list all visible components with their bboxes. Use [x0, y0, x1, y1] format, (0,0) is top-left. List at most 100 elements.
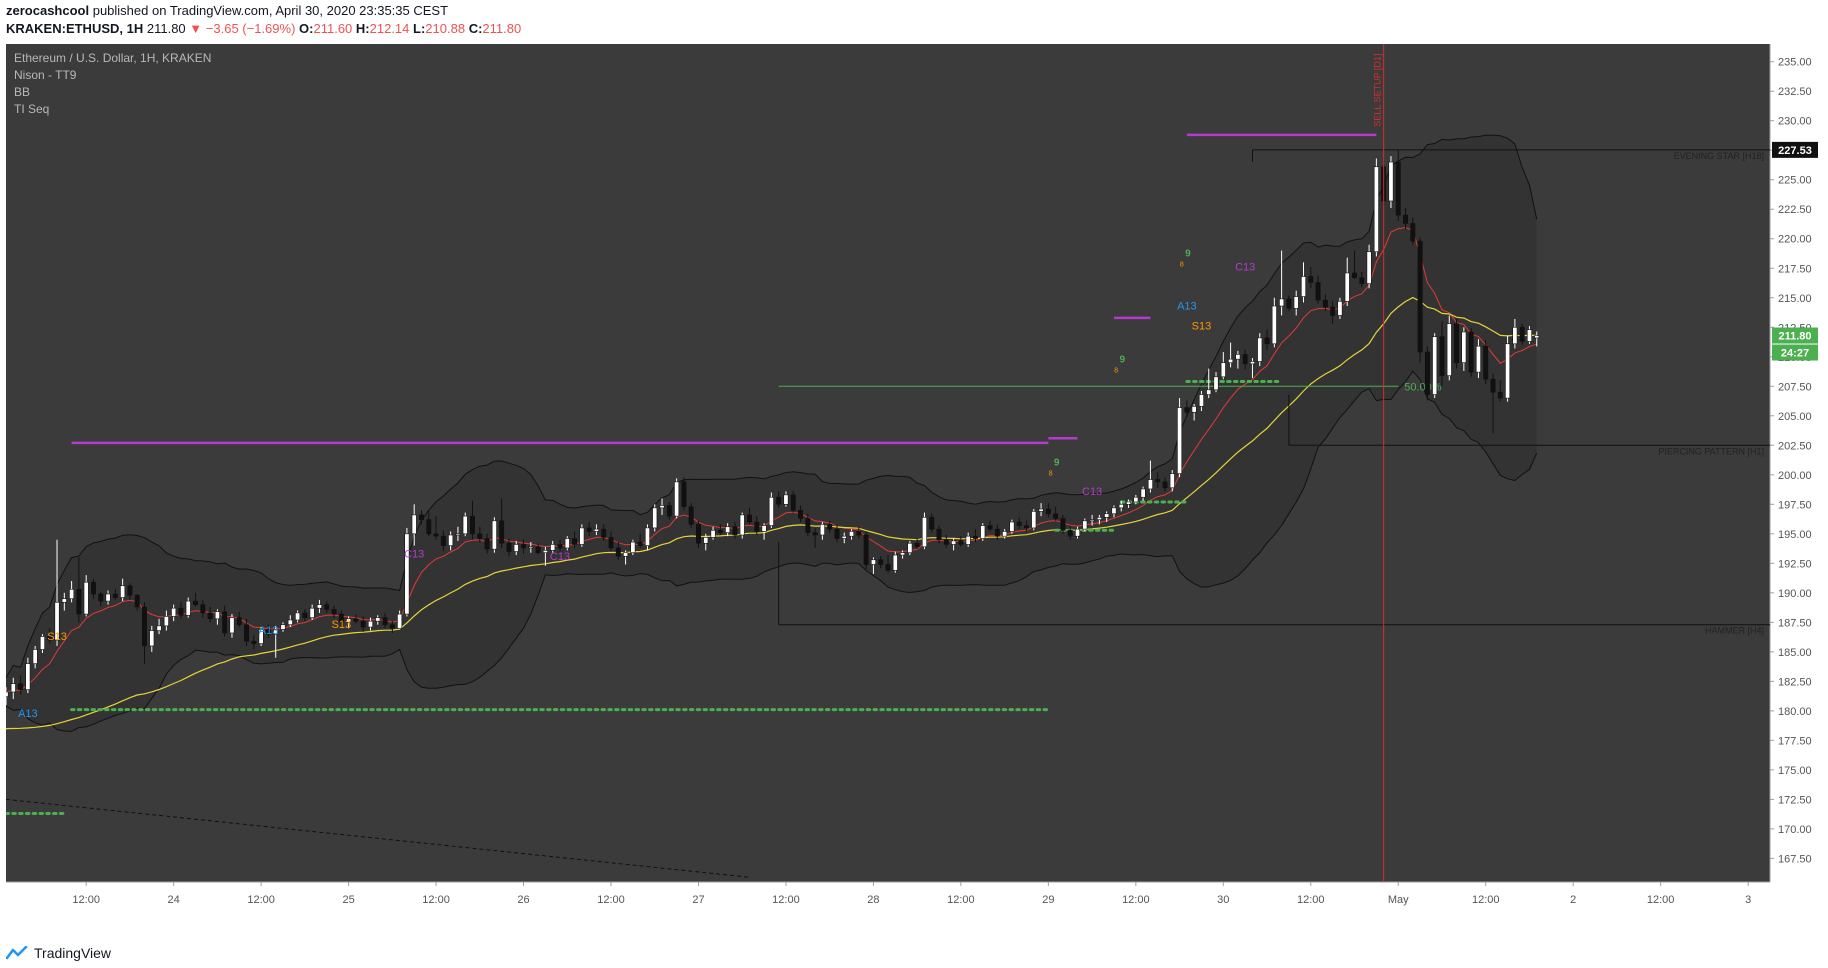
candle-body: [18, 683, 24, 690]
candle-body: [1184, 407, 1190, 413]
candle-body: [550, 544, 556, 551]
candle-body: [1016, 521, 1022, 526]
candle-body: [127, 585, 133, 596]
candle-body: [652, 507, 658, 529]
candle-body: [674, 481, 680, 517]
author-name[interactable]: zerocashcool: [6, 3, 90, 18]
candle-body: [112, 593, 118, 598]
x-tick-label: 12:00: [597, 894, 625, 906]
candle-body: [892, 554, 898, 571]
candle-body: [666, 505, 672, 517]
candle-body: [695, 524, 701, 544]
candle-body: [1446, 323, 1452, 376]
candle-body: [389, 624, 395, 629]
candle-body: [331, 609, 337, 615]
ema-slow-line: [5, 296, 1537, 730]
candle-body: [783, 494, 789, 505]
candle-body: [3, 691, 9, 697]
candle-body: [994, 528, 1000, 537]
candle-body: [681, 481, 687, 507]
candle-body: [462, 515, 468, 535]
y-tick-label: 190.00: [1778, 588, 1812, 600]
candle-body: [382, 617, 388, 625]
candle-body: [1395, 161, 1401, 216]
x-tick-label: 3: [1745, 894, 1751, 906]
candle-body: [1147, 479, 1153, 490]
candle-body: [812, 532, 818, 536]
y-tick-label: 167.50: [1778, 853, 1812, 865]
candle-body: [732, 526, 738, 536]
x-tick-label: 25: [342, 894, 354, 906]
candle-body: [1483, 345, 1489, 380]
candle-body: [338, 613, 344, 623]
candle-body: [1330, 306, 1336, 316]
seq-label: S13: [1192, 321, 1212, 333]
candle-body: [1344, 272, 1350, 302]
candle-body: [375, 617, 381, 622]
candle-body: [470, 515, 475, 535]
setup-eight-label: 8: [1180, 261, 1184, 268]
candle-body: [1045, 508, 1051, 515]
candle-body: [222, 611, 228, 634]
countdown-tag: [1772, 344, 1818, 361]
candle-body: [134, 594, 140, 608]
candle-body: [798, 509, 804, 519]
candle-body: [564, 538, 570, 549]
candle-body: [309, 607, 315, 618]
candle-body: [1417, 240, 1423, 353]
candle-body: [1133, 496, 1139, 503]
candle-body: [360, 620, 366, 628]
candle-body: [1403, 214, 1409, 224]
candle-body: [717, 529, 723, 533]
y-tick-label: 230.00: [1778, 116, 1812, 128]
setup-nine-label: 9: [1119, 355, 1125, 366]
candle-body: [1512, 326, 1518, 345]
candle-body: [404, 533, 410, 615]
candle-body: [178, 607, 184, 616]
candle-body: [659, 505, 665, 509]
candle-body: [1454, 323, 1460, 363]
candle-body: [593, 528, 599, 532]
seq-label: A13: [18, 708, 38, 720]
y-tick-label: 202.50: [1778, 440, 1812, 452]
footer-brand[interactable]: TradingView: [6, 942, 111, 964]
candle-body: [1410, 223, 1416, 242]
last-price-tag-label: 211.80: [1778, 331, 1811, 343]
candle-body: [1519, 326, 1525, 342]
price-chart[interactable]: Ethereum / U.S. Dollar, 1H, KRAKEN Nison …: [3, 44, 1822, 934]
brand-name: TradingView: [34, 945, 112, 961]
pattern-label: EVENING STAR [H18]: [1674, 151, 1764, 161]
y-tick-label: 217.50: [1778, 263, 1812, 275]
published-text: published on TradingView.com, April 30, …: [92, 3, 449, 18]
candle-body: [1053, 513, 1059, 519]
legend-indicator: TI Seq: [14, 102, 49, 116]
high-value: 212.14: [369, 21, 410, 36]
candle-body: [900, 552, 906, 556]
candle-body: [1038, 508, 1044, 512]
setup-eight-label: 8: [1049, 470, 1053, 477]
candle-body: [1366, 251, 1372, 284]
candle-body: [1155, 479, 1161, 483]
high-price-tag: [1772, 141, 1818, 158]
high-price-tag-label: 227.53: [1778, 145, 1812, 157]
candle-body: [1264, 337, 1270, 345]
candle-body: [1096, 516, 1102, 520]
candle-body: [768, 496, 774, 526]
candle-body: [972, 535, 978, 539]
candle-body: [1373, 166, 1379, 253]
seq-label: S13: [47, 631, 67, 643]
x-tick-label: 12:00: [1122, 894, 1150, 906]
candle-body: [499, 520, 505, 544]
candle-body: [171, 607, 177, 617]
legend-indicator: BB: [14, 85, 30, 99]
x-tick-label: 12:00: [947, 894, 975, 906]
candle-body: [54, 601, 60, 641]
candle-body: [448, 534, 454, 546]
last-price-tag: [1772, 327, 1818, 344]
candle-body: [542, 550, 548, 554]
y-tick-label: 220.00: [1778, 234, 1812, 246]
open-label: O:: [299, 21, 314, 36]
chart-container[interactable]: Ethereum / U.S. Dollar, 1H, KRAKEN Nison …: [3, 44, 1822, 934]
setup-nine-label: 9: [1185, 248, 1191, 259]
candle-body: [90, 581, 96, 595]
